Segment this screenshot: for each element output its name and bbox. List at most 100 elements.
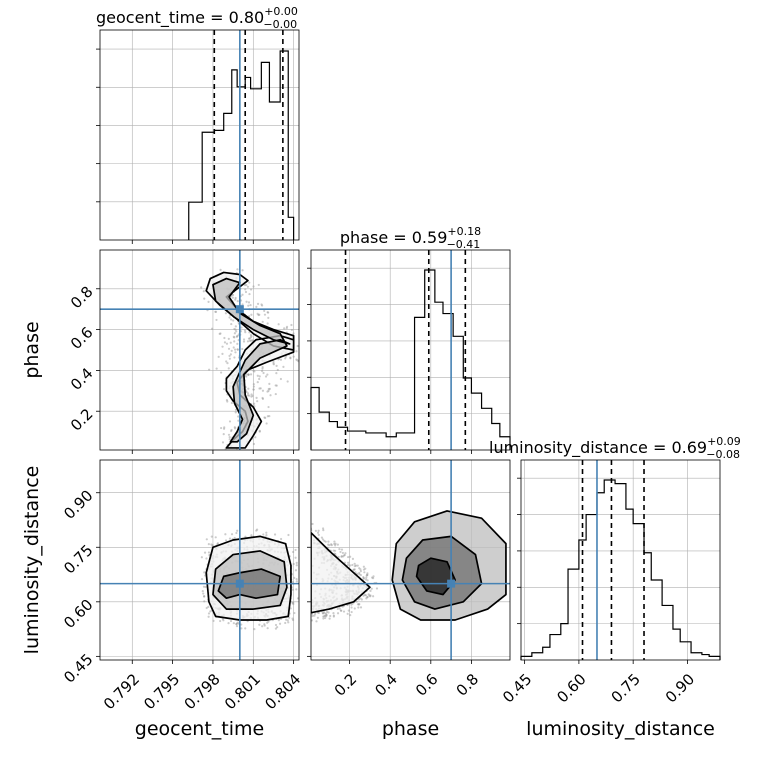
scatter-point: [207, 612, 211, 615]
scatter-point: [229, 619, 233, 623]
scatter-point: [321, 538, 325, 541]
scatter-point: [359, 573, 363, 577]
scatter-point: [314, 612, 317, 615]
scatter-point: [327, 540, 330, 543]
scatter-point: [284, 621, 287, 625]
scatter-point: [237, 419, 240, 422]
scatter-point: [256, 374, 259, 377]
scatter-point: [245, 300, 248, 303]
scatter-point: [350, 610, 353, 614]
panel-frame-phase-luminosity_distance: [310, 459, 511, 661]
scatter-point: [227, 337, 230, 340]
scatter-point: [317, 533, 320, 536]
scatter-point: [245, 390, 248, 393]
scatter-point: [291, 581, 294, 584]
scatter-point: [260, 303, 263, 306]
scatter-point: [228, 354, 231, 358]
scatter-point: [307, 570, 309, 572]
scatter-point: [223, 336, 226, 340]
scatter-point: [307, 528, 309, 530]
scatter-point: [210, 535, 213, 538]
scatter-point: [221, 345, 224, 348]
scatter-point: [287, 621, 290, 624]
title-main-phase: phase = 0.59: [340, 228, 447, 247]
scatter-point: [295, 577, 298, 581]
scatter-point: [304, 538, 306, 540]
scatter-point: [200, 556, 203, 559]
grid-geocent_time-geocent_time: [100, 30, 299, 240]
scatter-point: [357, 606, 360, 609]
scatter-point: [307, 602, 309, 604]
scatter-point: [370, 587, 373, 590]
x-tick-label-geocent_time: 0.801: [221, 670, 264, 713]
scatter-point: [349, 614, 352, 617]
scatter-point: [232, 319, 235, 322]
scatter-point: [263, 309, 266, 313]
scatter-point: [244, 288, 247, 291]
scatter-point: [256, 302, 260, 305]
scatter-point: [274, 392, 277, 396]
scatter-point: [351, 557, 355, 560]
scatter-point: [259, 387, 262, 390]
scatter-point: [227, 622, 230, 625]
scatter-point: [244, 331, 247, 334]
scatter-point: [227, 433, 231, 436]
scatter-point: [317, 611, 320, 615]
scatter-point: [232, 335, 235, 338]
scatter-point: [292, 332, 295, 335]
scatter-point: [252, 383, 255, 386]
title-plus-luminosity_distance: +0.09: [707, 435, 741, 448]
grid-luminosity_distance-luminosity_distance: [521, 460, 720, 660]
scatter-point: [292, 562, 295, 566]
scatter-point: [256, 400, 259, 403]
scatter-point: [303, 535, 305, 537]
scatter-point: [224, 312, 228, 315]
scatter-point: [266, 415, 269, 418]
scatter-point: [284, 355, 288, 358]
scatter-point: [359, 606, 363, 609]
scatter-point: [330, 544, 333, 547]
scatter-point: [234, 325, 237, 328]
scatter-point: [308, 609, 310, 611]
scatter-point: [277, 619, 280, 622]
scatter-point: [225, 342, 229, 345]
scatter-point: [324, 616, 327, 620]
x-tick-label-geocent_time: 0.798: [181, 670, 224, 713]
scatter-point: [266, 373, 269, 376]
scatter-point: [351, 563, 354, 567]
scatter-point: [233, 536, 236, 540]
scatter-point: [250, 313, 253, 316]
scatter-point: [245, 283, 248, 287]
x-tick-label-geocent_time: 0.804: [261, 670, 304, 713]
scatter-point: [284, 357, 287, 360]
scatter-point: [272, 362, 275, 365]
scatter-point: [347, 563, 350, 566]
histogram-geocent_time: [188, 50, 295, 240]
scatter-point: [267, 311, 270, 314]
scatter-point: [220, 371, 223, 374]
scatter-point: [290, 323, 293, 327]
scatter-point: [292, 550, 295, 554]
scatter-point: [365, 576, 368, 579]
scatter-point: [249, 288, 253, 291]
scatter-point: [274, 384, 277, 387]
scatter-point: [313, 614, 316, 617]
scatter-point: [366, 579, 369, 582]
scatter-point: [230, 322, 233, 326]
scatter-point: [291, 601, 294, 604]
scatter-point: [304, 561, 306, 563]
scatter-point: [322, 528, 325, 532]
scatter-point: [266, 627, 269, 630]
y-tick-label-luminosity_distance: 0.60: [60, 596, 96, 632]
y-axis-label-luminosity_distance: luminosity_distance: [21, 466, 43, 655]
scatter-point: [332, 615, 335, 618]
scatter-point: [244, 290, 248, 294]
scatter-point: [307, 613, 309, 615]
scatter-point: [343, 561, 347, 564]
panel-phase-vs-luminosity_distance: [303, 460, 510, 660]
panel-frame-geocent_time-phase: [99, 249, 300, 451]
scatter-point: [341, 551, 345, 555]
x-tick-label-luminosity_distance: 0.45: [499, 670, 535, 706]
scatter-point: [307, 579, 309, 581]
